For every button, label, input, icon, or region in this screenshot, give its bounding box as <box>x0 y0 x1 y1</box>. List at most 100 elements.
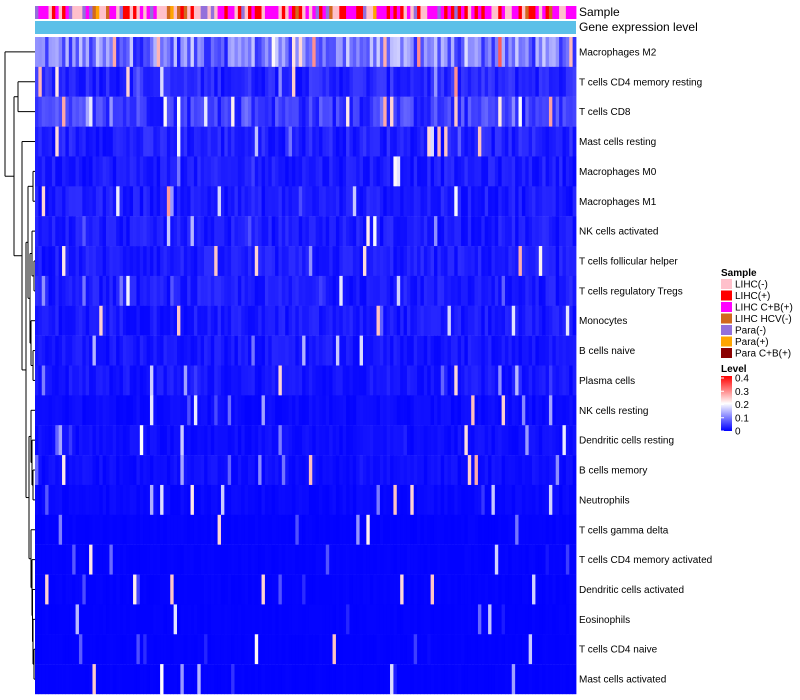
heatmap-cell <box>85 484 90 516</box>
heatmap-cell <box>474 305 479 336</box>
heatmap-cell <box>572 425 577 456</box>
sample-annotation-cell <box>542 6 546 19</box>
heatmap-cell <box>315 156 320 187</box>
heatmap-cell <box>149 395 154 426</box>
heatmap-cell <box>51 186 56 217</box>
heatmap-cell <box>569 484 574 516</box>
heatmap-cell <box>542 544 546 575</box>
heatmap-cell <box>454 544 459 575</box>
heatmap-cell <box>332 156 337 187</box>
heatmap-cell <box>528 186 533 217</box>
heatmap-cell <box>126 544 131 575</box>
sample-annotation-cell <box>302 6 306 19</box>
heatmap-cell <box>484 246 489 277</box>
heatmap-cell <box>420 37 425 68</box>
heatmap-cell <box>379 216 384 247</box>
heatmap-cell <box>559 395 563 426</box>
heatmap-cell <box>346 216 350 247</box>
heatmap-cell <box>95 395 100 426</box>
heatmap-cell <box>75 275 80 306</box>
heatmap-cell <box>149 425 154 456</box>
heatmap-cell <box>261 425 266 456</box>
heatmap-cell <box>254 455 259 486</box>
heatmap-cell <box>521 365 526 396</box>
heatmap-cell <box>538 425 543 456</box>
heatmap-cell <box>271 455 276 486</box>
heatmap-cell <box>444 305 448 336</box>
heatmap-cell <box>477 96 482 127</box>
heatmap-cell <box>288 37 293 68</box>
heatmap-cell <box>366 126 371 157</box>
heatmap-cell <box>352 514 357 545</box>
heatmap-cell <box>542 425 546 456</box>
heatmap-cell <box>315 664 320 695</box>
heatmap-cell <box>207 37 212 68</box>
heatmap-cell <box>481 365 486 396</box>
heatmap-cell <box>504 365 509 396</box>
heatmap-cell <box>356 37 360 68</box>
heatmap-cell <box>545 305 550 336</box>
sample-annotation-cell <box>271 6 276 19</box>
heatmap-cell <box>89 455 93 486</box>
heatmap-cell <box>122 156 127 187</box>
heatmap-cell <box>231 365 235 396</box>
heatmap-cell <box>450 634 455 665</box>
heatmap-cell <box>427 544 432 575</box>
heatmap-cell <box>288 335 293 366</box>
heatmap-cell <box>548 604 553 635</box>
heatmap-cell <box>149 96 154 127</box>
heatmap-cell <box>559 604 563 635</box>
heatmap-cell <box>339 365 344 396</box>
heatmap-cell <box>149 365 154 396</box>
sample-annotation-cell <box>65 6 70 19</box>
heatmap-cell <box>349 305 354 336</box>
heatmap-cell <box>501 484 506 516</box>
heatmap-cell <box>41 395 46 426</box>
heatmap-cell <box>400 246 404 277</box>
heatmap-cell <box>474 37 479 68</box>
heatmap-cell <box>62 305 66 336</box>
heatmap-cell <box>72 514 76 545</box>
heatmap-cell <box>417 96 421 127</box>
heatmap-cell <box>119 455 124 486</box>
heatmap-cell <box>258 455 262 486</box>
heatmap-cell <box>82 66 87 97</box>
heatmap-cell <box>136 305 141 336</box>
heatmap-cell <box>116 96 120 127</box>
heatmap-cell <box>58 544 63 575</box>
heatmap-cell <box>420 395 425 426</box>
heatmap-cell <box>413 275 418 306</box>
heatmap-cell <box>383 664 388 695</box>
heatmap-cell <box>373 604 377 635</box>
heatmap-cell <box>366 246 371 277</box>
heatmap-cell <box>346 246 350 277</box>
heatmap-cell <box>271 96 276 127</box>
heatmap-cell <box>170 305 175 336</box>
heatmap-cell <box>467 484 472 516</box>
heatmap-cell <box>302 275 306 306</box>
heatmap-cell <box>362 305 367 336</box>
sample-annotation-cell <box>548 6 553 19</box>
heatmap-cell <box>210 96 215 127</box>
heatmap-cell <box>538 126 543 157</box>
sample-annotation-cell <box>335 6 340 19</box>
heatmap-cell <box>217 664 222 695</box>
heatmap-cell <box>305 186 310 217</box>
heatmap-cell <box>329 514 333 545</box>
heatmap-cell <box>369 574 374 605</box>
heatmap-cell <box>139 365 144 396</box>
heatmap-cell <box>109 574 114 605</box>
heatmap-cell <box>302 365 306 396</box>
heatmap-cell <box>143 484 147 516</box>
heatmap-cell <box>163 275 168 306</box>
heatmap-cell <box>99 305 104 336</box>
heatmap-cell <box>542 126 546 157</box>
heatmap-cell <box>383 126 388 157</box>
heatmap-cell <box>417 455 421 486</box>
heatmap-cell <box>508 305 513 336</box>
heatmap-cell <box>112 156 117 187</box>
heatmap-cell <box>237 335 242 366</box>
heatmap-cell <box>312 395 317 426</box>
heatmap-cell <box>244 126 249 157</box>
heatmap-cell <box>488 275 492 306</box>
